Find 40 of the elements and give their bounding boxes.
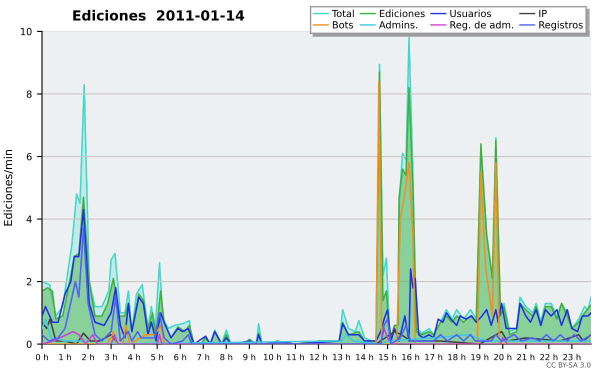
legend-label: Registros [539, 20, 583, 30]
x-tick-label: 8 h [220, 354, 232, 360]
x-tick-label: 18 h [448, 354, 466, 360]
x-tick-label: 22 h [540, 354, 558, 360]
y-axis-title: Ediciones/min [4, 150, 14, 226]
x-tick-label: 6 h [174, 354, 186, 360]
x-tick-label: 7 h [197, 354, 210, 360]
x-tick-label: 10 h [264, 354, 281, 360]
x-tick-label: 1 h [59, 354, 71, 360]
x-tick-label: 17 h [425, 354, 442, 360]
y-tick-label: 8 [26, 90, 32, 98]
x-tick-label: 0 h [36, 354, 48, 360]
x-tick-label: 4 h [128, 354, 140, 360]
legend-label: Usuarios [450, 10, 492, 18]
x-tick-label: 2 h [82, 354, 94, 360]
y-tick-label: 2 [26, 278, 32, 286]
x-tick-label: 16 h [402, 354, 420, 360]
x-tick-label: 13 h [333, 354, 350, 360]
chart-title: Ediciones 2011-01-14 [73, 10, 244, 21]
x-tick-label: 12 h [310, 354, 328, 360]
y-tick-label: 6 [26, 152, 32, 160]
legend-label: Ediciones [380, 10, 425, 18]
x-tick-label: 3 h [105, 354, 118, 360]
x-tick-label: 11 h [287, 354, 304, 360]
legend-label: Reg. de adm. [450, 20, 514, 30]
y-tick-label: 4 [26, 216, 32, 223]
x-tick-label: 14 h [356, 354, 374, 360]
x-tick-label: 9 h [243, 354, 256, 360]
legend-label: Admins. [379, 20, 418, 29]
x-tick-label: 21 h [517, 354, 534, 360]
legend-label: Total [332, 10, 354, 18]
y-tick-label: 0 [26, 340, 32, 348]
legend-label: IP [539, 10, 547, 18]
legend-label: Bots [332, 21, 353, 29]
x-tick-label: 23 h [563, 354, 580, 360]
x-tick-label: 5 h [151, 354, 164, 360]
y-tick-label: 10 [20, 28, 32, 36]
x-tick-label: 20 h [494, 354, 512, 360]
x-tick-label: 19 h [471, 354, 488, 360]
x-tick-label: 15 h [379, 354, 396, 360]
